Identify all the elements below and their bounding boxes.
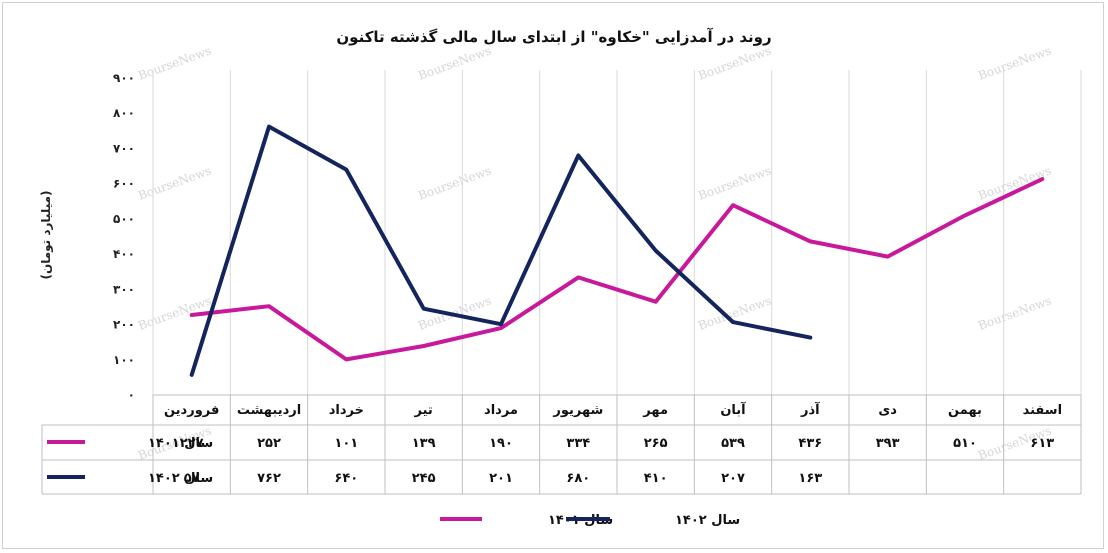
row-series-name: سال ۱۴۰۲ — [148, 471, 213, 486]
data-label: ۶۸۰ — [566, 471, 590, 486]
category-label: خرداد — [329, 403, 364, 418]
y-tick-label: ۰ — [128, 388, 135, 402]
category-label: شهریور — [552, 403, 603, 418]
y-tick-label: ۳۰۰ — [113, 282, 135, 296]
watermark-text: BourseNews — [136, 43, 213, 82]
watermark-text: BourseNews — [696, 43, 773, 82]
chart-title: روند در آمدزایی "خکاوه" از ابتدای سال ما… — [336, 28, 772, 46]
category-label: بهمن — [948, 403, 982, 418]
data-label: ۶۱۳ — [1030, 436, 1054, 451]
legend-label: سال ۱۴۰۲ — [675, 513, 740, 528]
data-label: ۳۳۴ — [566, 436, 590, 451]
data-label: ۵۷ — [184, 471, 200, 486]
category-label: تیر — [414, 403, 433, 418]
watermark-text: BourseNews — [136, 163, 213, 202]
watermark-text: BourseNews — [416, 43, 493, 82]
data-label: ۲۶۵ — [644, 436, 668, 451]
watermark-text: BourseNews — [416, 163, 493, 202]
data-label: ۵۳۹ — [721, 436, 745, 451]
data-label: ۴۱۰ — [644, 471, 668, 486]
category-label: دی — [878, 403, 897, 418]
y-axis-label: (میلیارد تومان) — [39, 190, 54, 279]
data-label: ۲۲۷ — [180, 436, 204, 451]
category-label: آبان — [720, 401, 746, 418]
data-label: ۲۴۵ — [412, 471, 436, 486]
data-label: ۵۱۰ — [953, 436, 977, 451]
series-line — [189, 177, 1045, 362]
data-label: ۲۰۱ — [489, 471, 513, 486]
series-line — [189, 124, 813, 377]
y-tick-label: ۶۰۰ — [113, 177, 135, 191]
data-label: ۱۳۹ — [412, 436, 436, 451]
data-label: ۷۶۲ — [257, 471, 281, 486]
y-tick-label: ۸۰۰ — [113, 106, 135, 120]
category-label: مرداد — [484, 403, 518, 418]
y-tick-label: ۲۰۰ — [113, 318, 135, 332]
data-label: ۱۰۱ — [334, 436, 358, 451]
data-label: ۱۹۰ — [489, 436, 513, 451]
category-label: اسفند — [1023, 403, 1062, 418]
category-label: فروردین — [164, 403, 219, 418]
watermark-text: BourseNews — [976, 163, 1053, 202]
watermark-text: BourseNews — [976, 43, 1053, 82]
watermark-text: BourseNews — [696, 163, 773, 202]
category-label: مهر — [642, 403, 668, 418]
y-tick-label: ۱۰۰ — [113, 353, 135, 367]
y-tick-label: ۹۰۰ — [113, 71, 135, 85]
category-label: آذر — [800, 401, 820, 418]
data-label: ۲۵۲ — [257, 436, 281, 451]
y-tick-label: ۵۰۰ — [113, 212, 135, 226]
data-label: ۳۹۳ — [876, 436, 900, 451]
category-label: اردیبهشت — [237, 403, 301, 418]
y-tick-label: ۷۰۰ — [113, 141, 135, 155]
y-tick-label: ۴۰۰ — [113, 247, 135, 261]
data-label: ۱۶۳ — [798, 471, 822, 486]
data-label: ۶۴۰ — [334, 471, 358, 486]
data-label: ۴۳۶ — [798, 436, 822, 451]
watermark-text: BourseNews — [976, 293, 1053, 332]
row-series-name: سال ۱۴۰۱ — [148, 436, 213, 451]
data-label: ۲۰۷ — [721, 471, 745, 486]
